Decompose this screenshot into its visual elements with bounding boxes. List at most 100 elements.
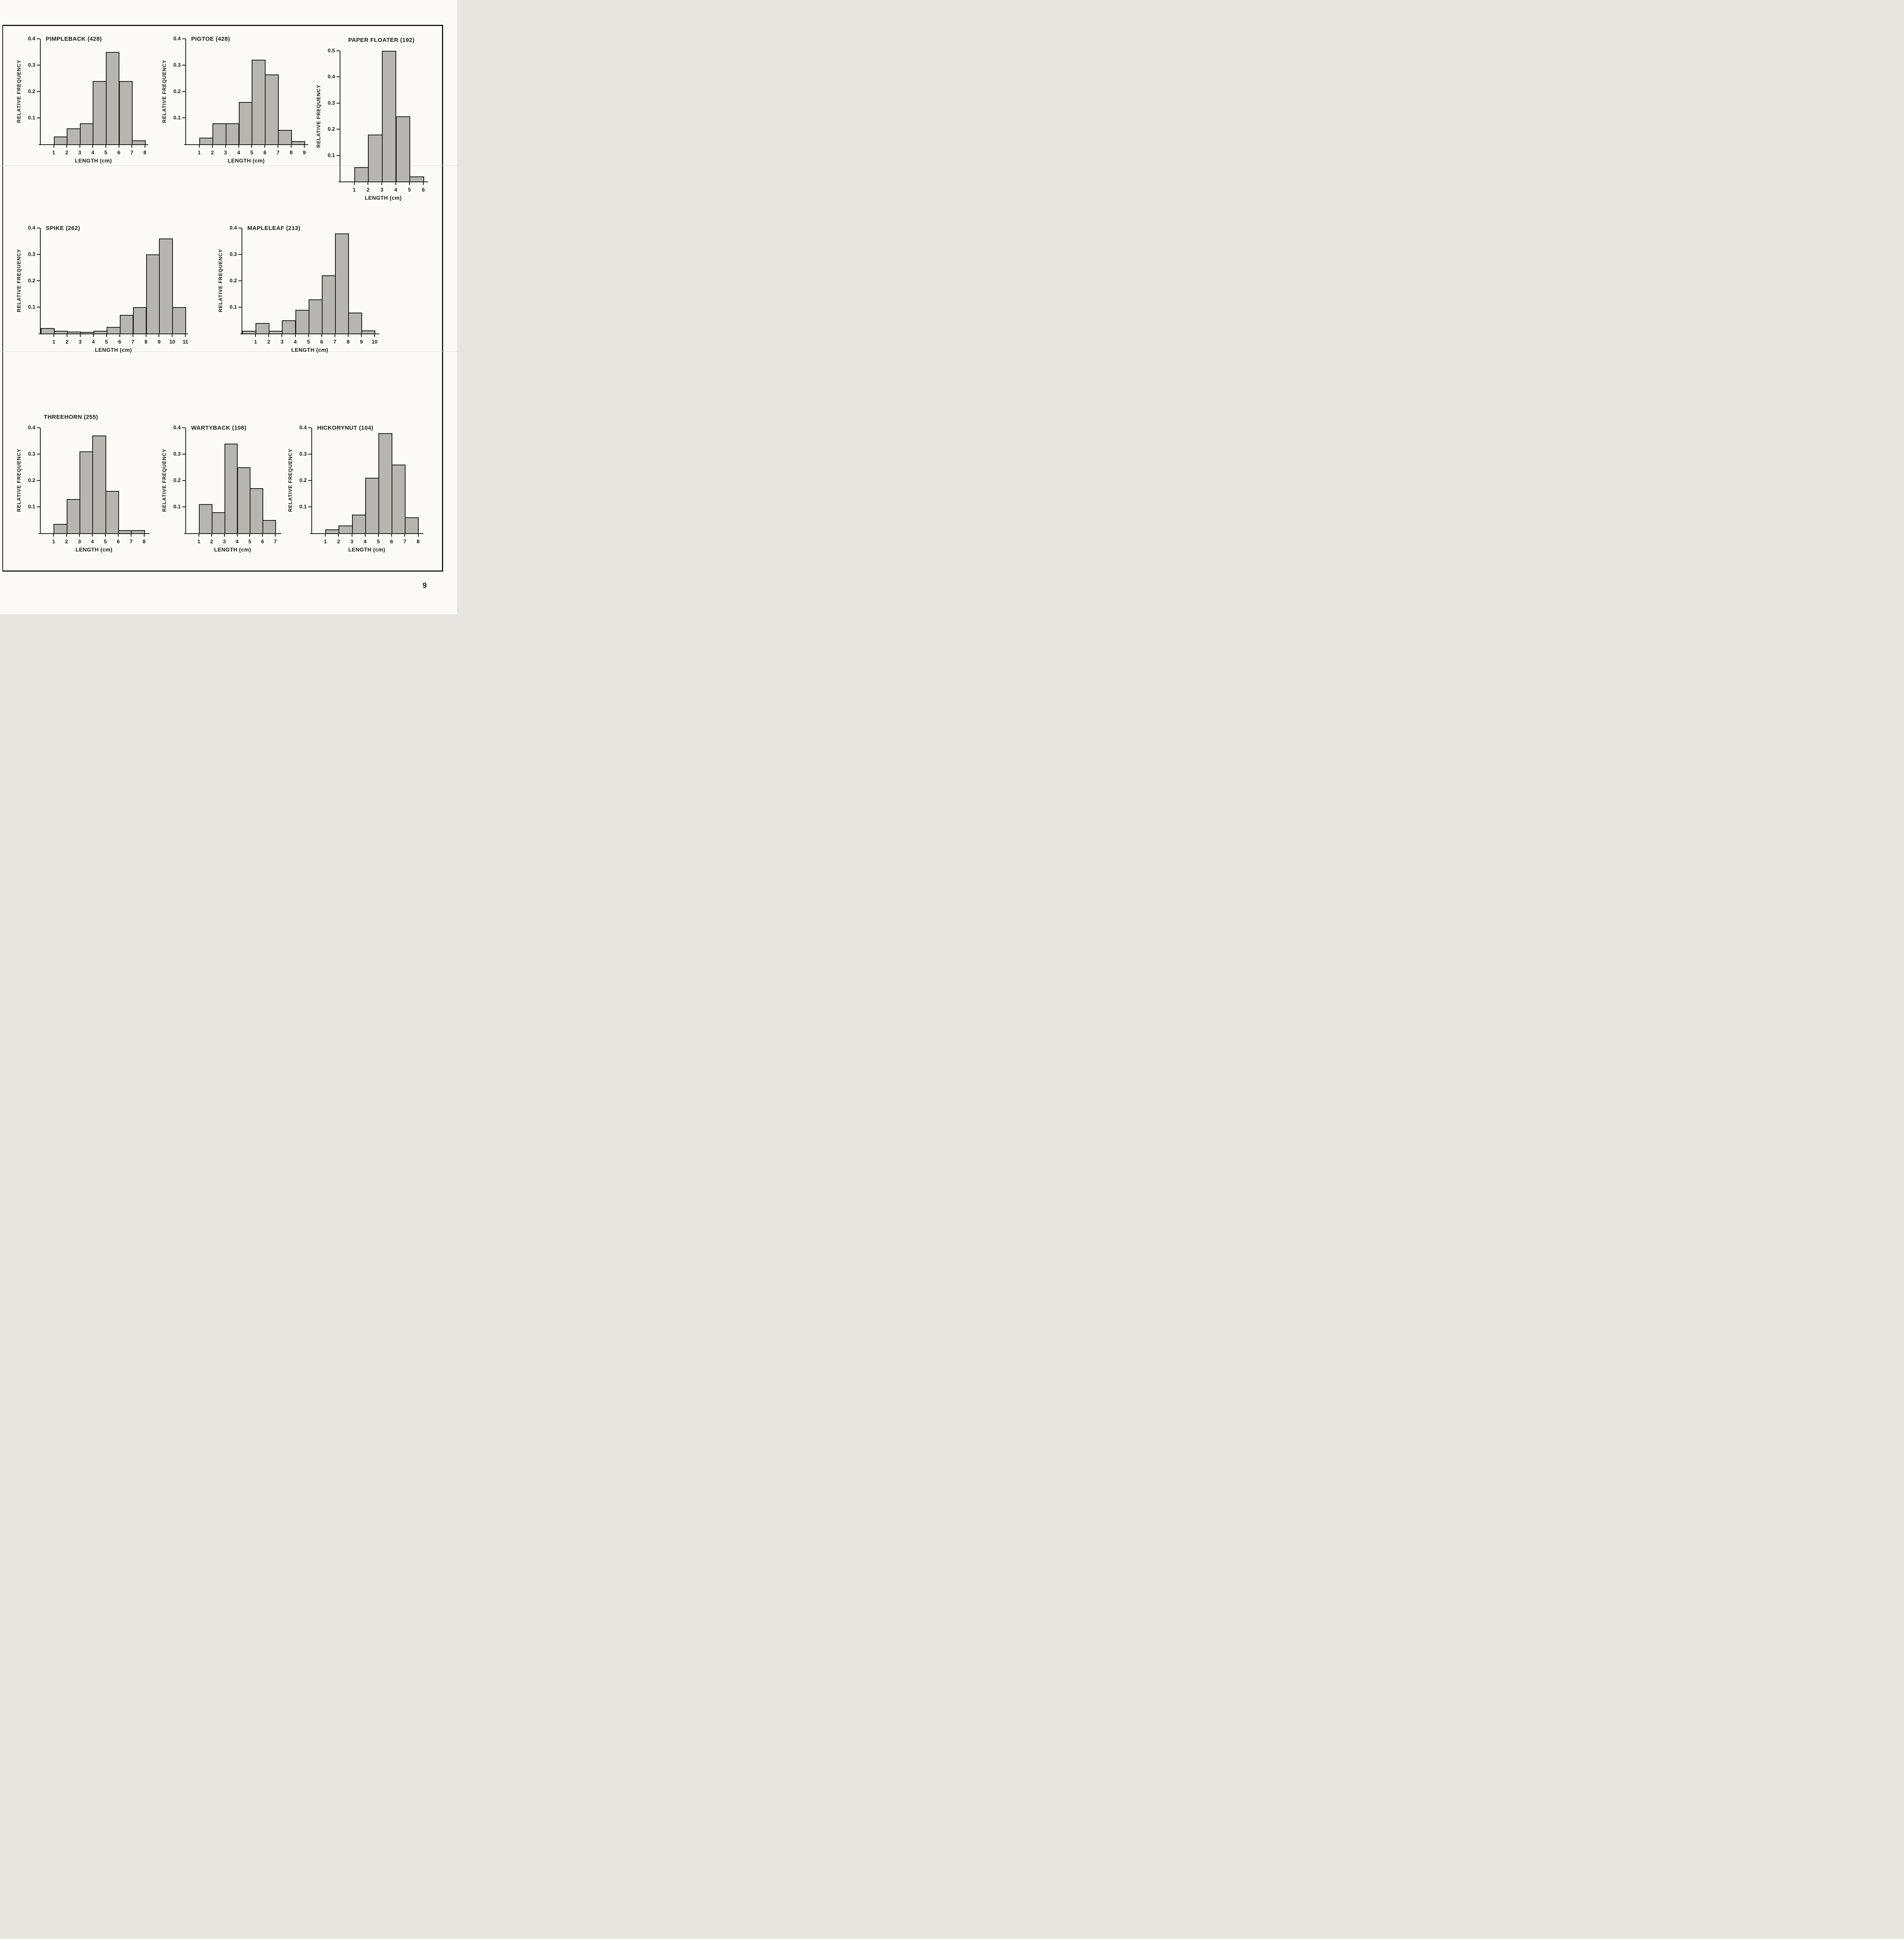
x-tick	[238, 145, 239, 148]
y-axis-label: RELATIVE FREQUENCY	[16, 60, 22, 123]
histogram-bar	[172, 307, 186, 334]
x-axis-label: LENGTH (cm)	[214, 546, 251, 553]
y-tick	[182, 38, 185, 39]
x-tick-label: 11	[183, 339, 188, 345]
x-tick	[418, 534, 419, 537]
x-tick	[66, 534, 67, 537]
x-tick	[264, 145, 266, 148]
y-tick-label: 0.1	[28, 504, 35, 510]
y-tick	[337, 155, 340, 156]
x-tick	[172, 334, 173, 337]
x-tick-label: 5	[248, 539, 252, 544]
x-axis-label: LENGTH (cm)	[291, 347, 328, 353]
x-tick	[93, 334, 94, 337]
histogram-spike: 0.1 0.2 0.3 0.4 1 2 3 4 5 6 7 8 9 10 11 SPIKE (262) RELA…	[16, 225, 188, 353]
x-tick	[106, 334, 107, 337]
x-tick	[131, 145, 133, 148]
x-tick-label: 2	[65, 150, 68, 156]
x-axis	[184, 533, 281, 534]
y-tick	[337, 76, 340, 78]
x-tick-label: 8	[144, 339, 148, 345]
x-tick-label: 5	[408, 187, 411, 193]
histogram-bar	[131, 530, 145, 533]
x-tick-label: 7	[403, 539, 407, 544]
x-tick	[395, 182, 396, 185]
histogram-bar	[132, 140, 146, 144]
x-tick-label: 4	[91, 539, 94, 544]
x-axis	[39, 533, 149, 534]
x-tick-label: 1	[52, 539, 55, 544]
histogram-bar	[79, 123, 94, 144]
histogram-bar	[119, 315, 134, 334]
chart-title: SPIKE (262)	[46, 225, 80, 232]
x-tick	[404, 534, 406, 537]
x-tick-label: 2	[210, 539, 213, 544]
x-tick	[304, 145, 305, 148]
x-tick	[308, 334, 309, 337]
x-tick-label: 3	[380, 187, 383, 193]
x-tick-label: 4	[363, 539, 367, 544]
y-tick	[182, 506, 185, 507]
x-tick-label: 2	[66, 339, 69, 345]
y-axis	[40, 228, 41, 334]
histogram-bar	[133, 307, 147, 334]
y-tick	[308, 427, 311, 428]
histogram-paper-floater: 0.1 0.2 0.3 0.4 0.5 1 2 3 4 5 6 PAPER FLOATER (192)…	[316, 37, 428, 201]
x-tick-label: 3	[280, 339, 284, 345]
histogram-bar	[66, 499, 80, 533]
histogram-bar	[67, 128, 81, 144]
x-tick-label: 5	[377, 539, 380, 544]
chart-title: MAPLELEAF (213)	[247, 225, 300, 232]
histogram-bar	[41, 328, 55, 334]
y-tick-label: 0.3	[299, 451, 307, 457]
y-tick-label: 0.2	[173, 477, 181, 483]
histogram-bar	[265, 74, 279, 144]
histogram-bar	[395, 116, 411, 181]
x-tick	[118, 534, 119, 537]
histogram-bar	[250, 488, 264, 533]
histogram-bar	[54, 136, 68, 144]
x-axis-label: LENGTH (cm)	[364, 195, 402, 201]
x-tick-label: 1	[52, 150, 55, 156]
y-axis-label: RELATIVE FREQUENCY	[218, 249, 223, 313]
histogram-bar	[295, 309, 309, 334]
x-tick-label: 9	[360, 339, 363, 345]
x-tick-label: 3	[223, 539, 226, 544]
x-tick	[185, 334, 186, 337]
x-tick-label: 7	[276, 150, 280, 156]
y-axis-label: RELATIVE FREQUENCY	[161, 449, 167, 512]
x-axis-label: LENGTH (cm)	[95, 347, 132, 353]
histogram-bar	[93, 331, 107, 334]
y-tick-label: 0.4	[328, 74, 335, 80]
x-tick-label: 3	[78, 539, 81, 544]
histogram-bar	[368, 134, 383, 181]
histogram-bar	[119, 81, 133, 144]
x-tick-label: 5	[105, 339, 108, 345]
y-tick-label: 0.4	[230, 225, 237, 231]
histogram-bar	[405, 517, 419, 533]
x-tick-label: 6	[390, 539, 393, 544]
y-tick-label: 0.1	[230, 304, 237, 310]
x-tick-label: 2	[337, 539, 340, 544]
y-tick	[182, 427, 185, 428]
chart-title: PAPER FLOATER (192)	[348, 37, 415, 43]
x-tick-label: 1	[198, 150, 201, 156]
x-tick-label: 1	[197, 539, 200, 544]
histogram-bar	[335, 233, 349, 334]
x-tick	[268, 334, 269, 337]
y-tick-label: 0.2	[173, 88, 181, 94]
x-tick	[211, 534, 212, 537]
x-tick-label: 2	[65, 539, 68, 544]
histogram-bar	[338, 525, 353, 533]
x-tick-label: 6	[117, 539, 120, 544]
x-tick-label: 6	[320, 339, 323, 345]
x-tick	[145, 334, 147, 337]
histogram-pigtoe: 0.1 0.2 0.3 0.4 1 2 3 4 5 6 7 8 9 PIGTOE (428) RELATIV…	[161, 36, 308, 164]
histogram-bar	[325, 529, 340, 533]
y-tick	[37, 280, 40, 281]
x-tick-label: 4	[293, 339, 297, 345]
x-tick	[249, 534, 250, 537]
x-tick-label: 10	[371, 339, 378, 345]
y-tick-label: 0.2	[230, 278, 237, 283]
y-axis-label: RELATIVE FREQUENCY	[161, 60, 167, 123]
